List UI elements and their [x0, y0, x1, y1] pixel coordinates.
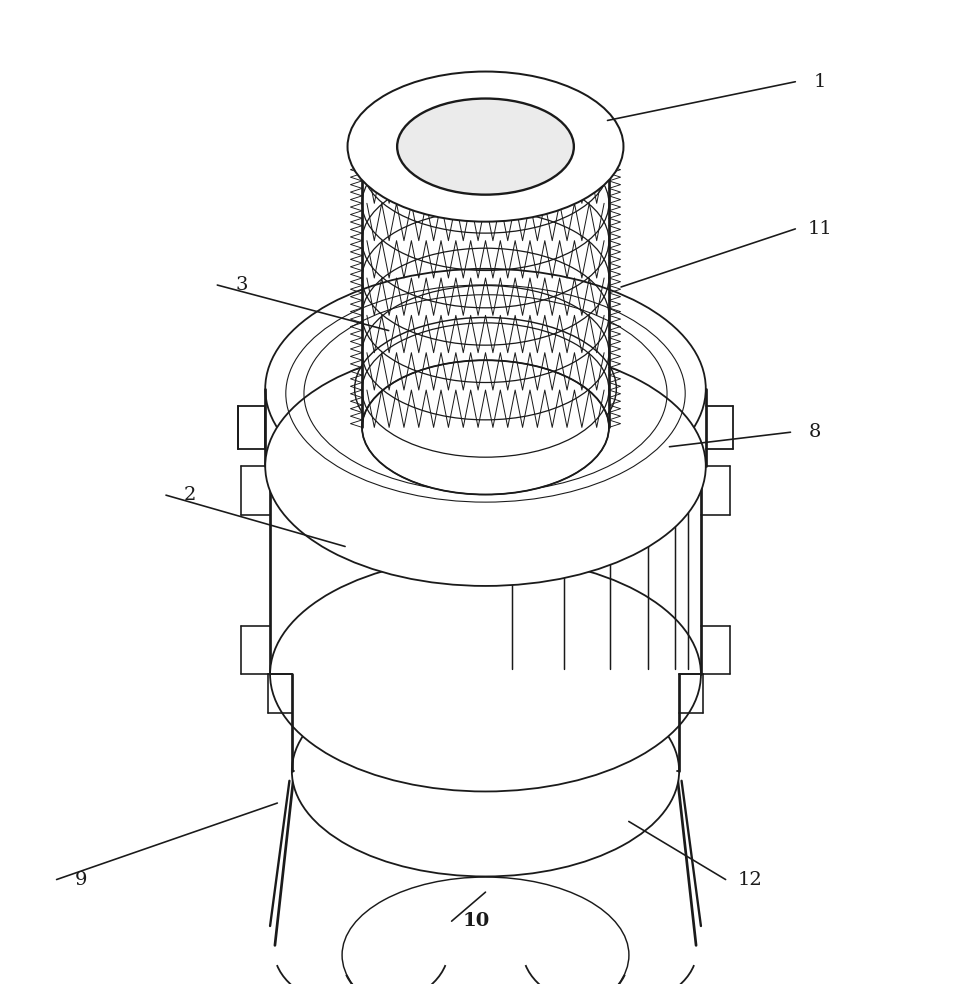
Text: 9: 9 — [75, 871, 87, 889]
Ellipse shape — [354, 317, 617, 460]
Ellipse shape — [342, 877, 629, 1000]
Ellipse shape — [265, 346, 706, 586]
Text: 8: 8 — [809, 423, 820, 441]
Text: 1: 1 — [814, 73, 825, 91]
Ellipse shape — [265, 269, 706, 508]
Ellipse shape — [270, 557, 701, 791]
Text: 11: 11 — [807, 220, 832, 238]
Text: 12: 12 — [737, 871, 762, 889]
Ellipse shape — [397, 99, 574, 195]
Text: 10: 10 — [462, 912, 489, 930]
Ellipse shape — [292, 666, 679, 876]
Ellipse shape — [348, 72, 623, 222]
Text: 3: 3 — [235, 276, 248, 294]
Text: 2: 2 — [184, 486, 196, 504]
Ellipse shape — [362, 360, 609, 495]
